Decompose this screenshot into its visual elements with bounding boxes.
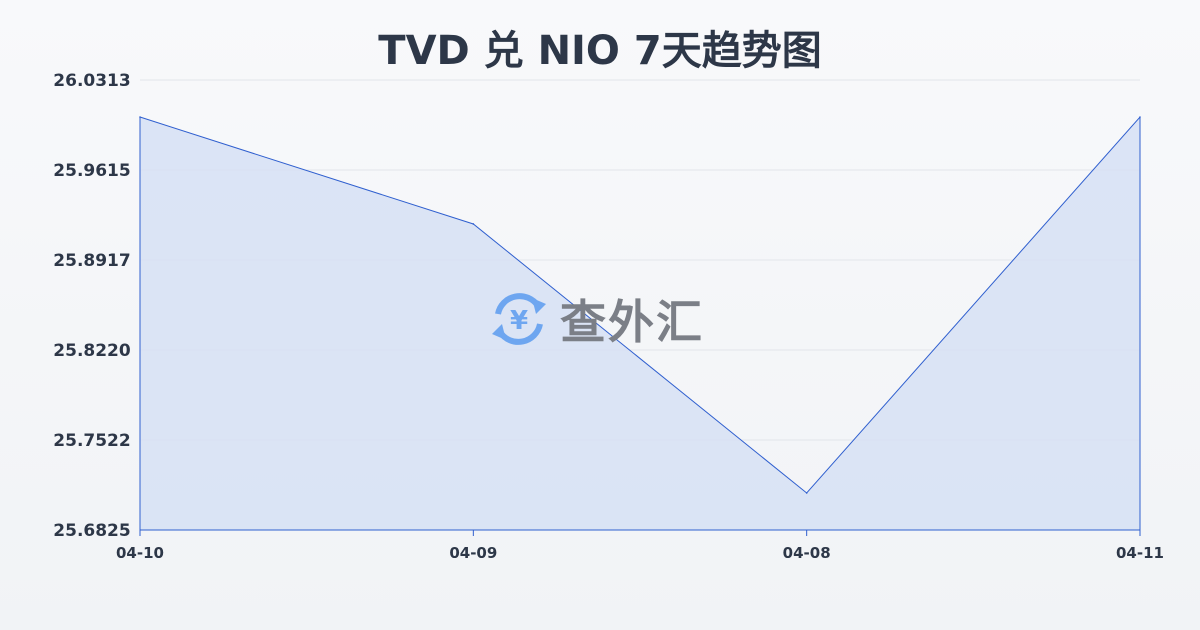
series-line (139, 116, 1141, 494)
y-tick-label: 25.7522 (53, 431, 130, 451)
x-tick-label: 04-08 (783, 544, 831, 562)
data-point (139, 116, 141, 118)
watermark-text: 查外汇 (560, 295, 704, 349)
x-tick-label: 04-10 (116, 544, 164, 562)
y-tick-label: 26.0313 (53, 71, 130, 91)
y-tick-label: 25.8220 (53, 341, 131, 361)
x-tick-label: 04-09 (449, 544, 497, 562)
data-point (472, 223, 475, 225)
data-point (805, 492, 808, 494)
svg-text:¥: ¥ (510, 306, 528, 336)
chart-title: TVD 兑 NIO 7天趋势图 (378, 28, 822, 74)
data-point (1139, 116, 1141, 118)
area-fill (140, 117, 1140, 530)
y-tick-label: 25.9615 (53, 161, 130, 181)
x-tick-label: 04-11 (1116, 544, 1164, 562)
y-tick-label: 25.6825 (53, 521, 130, 541)
y-tick-label: 25.8917 (53, 251, 130, 271)
watermark: ¥ 查外汇 (488, 286, 704, 352)
yuan-exchange-icon: ¥ (492, 293, 546, 345)
